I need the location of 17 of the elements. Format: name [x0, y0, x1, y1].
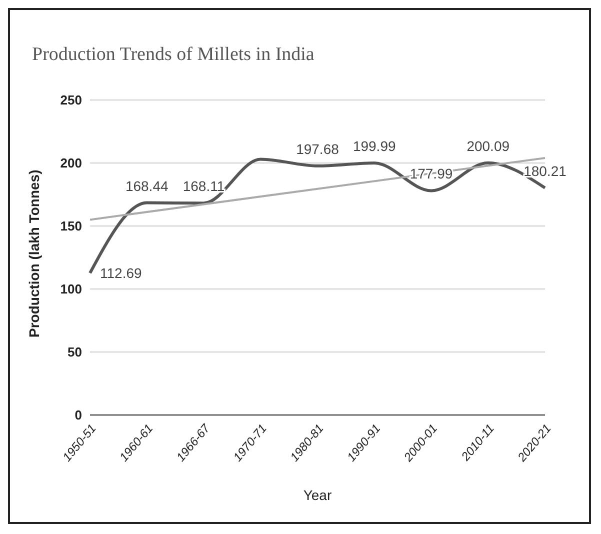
y-tick-label: 250 — [60, 92, 82, 108]
data-label: 180.21 — [524, 162, 567, 179]
data-label: 168.11 — [182, 178, 225, 194]
chart-title: Production Trends of Millets in India — [32, 44, 314, 66]
data-label: 177.99 — [410, 166, 453, 182]
data-label: 197.68 — [296, 140, 340, 157]
y-tick-label: 150 — [60, 218, 82, 234]
data-label: 168.44 — [125, 178, 168, 194]
y-tick-label: 200 — [60, 156, 82, 171]
y-axis-title: Production (lakh Tonnes) — [26, 170, 42, 338]
y-tick-label: 0 — [74, 408, 82, 423]
data-label: 199.99 — [352, 138, 396, 154]
y-tick-label: 50 — [68, 344, 82, 360]
data-label: 200.09 — [466, 138, 510, 154]
y-tick-label: 100 — [60, 282, 82, 297]
x-axis-title: Year — [303, 487, 332, 503]
data-label: 112.69 — [100, 265, 142, 282]
